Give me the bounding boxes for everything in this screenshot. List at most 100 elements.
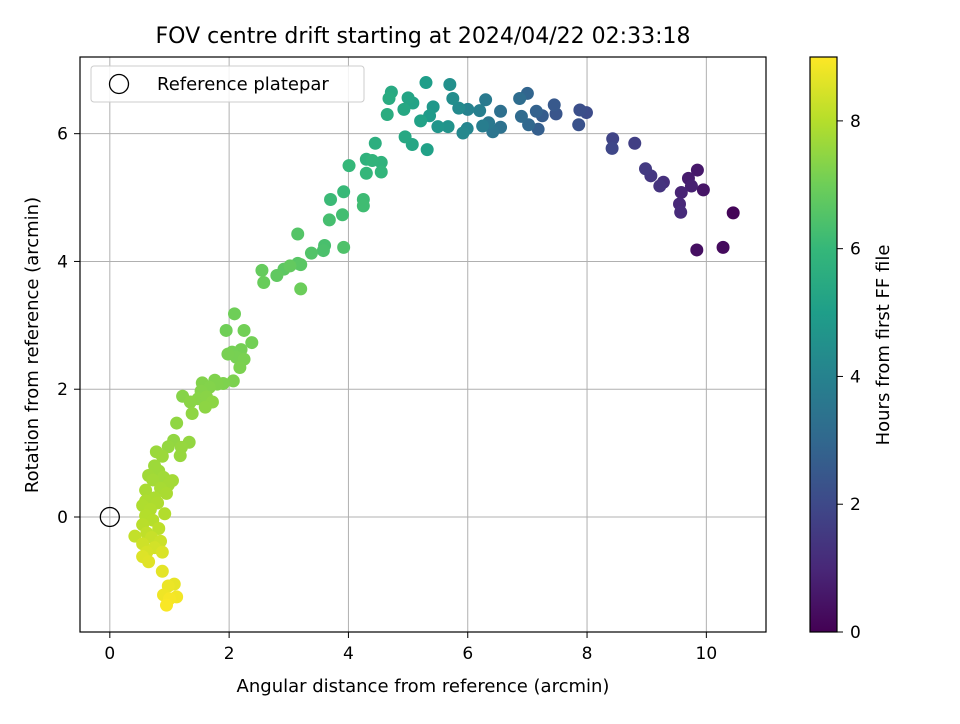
data-point (628, 136, 642, 150)
data-point (382, 92, 396, 106)
data-point (322, 213, 336, 227)
data-point (304, 246, 318, 260)
data-point (257, 276, 271, 290)
data-point (696, 183, 710, 197)
data-point (337, 240, 351, 254)
data-point (233, 361, 247, 374)
data-point (414, 114, 428, 128)
data-point (573, 103, 587, 117)
y-tick-label: 4 (57, 252, 68, 272)
colorbar-tick-label: 0 (850, 623, 861, 643)
data-point (726, 206, 740, 220)
grid-lines (80, 57, 766, 632)
legend-marker-icon (108, 73, 130, 95)
data-point (547, 98, 561, 112)
y-tick-label: 0 (57, 508, 68, 528)
data-point (237, 323, 251, 337)
data-point (368, 136, 382, 150)
data-point (342, 159, 356, 173)
data-point (221, 347, 235, 361)
data-point (159, 598, 173, 612)
x-tick-label: 8 (582, 644, 593, 664)
data-point (494, 104, 508, 118)
data-point (161, 440, 175, 454)
chart-title: FOV centre drift starting at 2024/04/22 … (156, 24, 691, 49)
plot-frame (79, 56, 767, 633)
data-point (420, 143, 434, 157)
data-point (674, 185, 688, 199)
data-point (513, 92, 527, 106)
data-point (185, 407, 199, 420)
data-point (514, 109, 528, 123)
data-point (255, 263, 269, 277)
data-point (142, 555, 156, 569)
data-point (359, 166, 373, 180)
x-axis-label: Angular distance from reference (arcmin) (237, 676, 610, 697)
reference-marker-layer (99, 506, 120, 528)
data-point (155, 545, 169, 559)
data-point (398, 130, 412, 144)
x-tick-label: 2 (224, 644, 235, 664)
y-axis-label: Rotation from reference (arcmin) (22, 197, 43, 493)
data-point (226, 374, 240, 388)
legend: Reference platepar (90, 65, 365, 103)
data-point (170, 416, 184, 430)
colorbar-tick-label: 4 (850, 367, 861, 387)
data-point (446, 92, 460, 106)
data-point (476, 119, 490, 133)
data-point (245, 336, 259, 350)
data-point (456, 126, 470, 140)
colorbar-frame (809, 56, 838, 633)
data-point (337, 185, 351, 199)
data-point (639, 162, 653, 176)
data-point (294, 282, 308, 296)
data-point (365, 154, 379, 167)
y-axis-ticks: 0 2 4 6 (57, 125, 80, 528)
x-tick-label: 6 (462, 644, 473, 664)
y-tick-label: 6 (57, 125, 68, 145)
data-point (606, 132, 620, 146)
data-point (316, 244, 330, 258)
colorbar-tick-label: 6 (850, 240, 861, 260)
colorbar-ticks: 0 2 4 6 8 (837, 112, 861, 643)
data-point (198, 400, 212, 414)
colorbar-tick-label: 8 (850, 112, 861, 132)
data-point (227, 307, 241, 321)
data-point (419, 76, 433, 90)
data-point (139, 483, 153, 497)
data-point (653, 179, 667, 193)
data-point (479, 93, 493, 107)
data-point (335, 208, 349, 222)
data-point (690, 163, 704, 177)
data-point (380, 108, 394, 121)
colorbar-gradient (810, 57, 837, 632)
data-point (572, 118, 586, 132)
data-point (152, 522, 166, 535)
data-point (183, 395, 197, 409)
data-point (158, 507, 172, 521)
data-point (605, 141, 619, 155)
data-point (397, 102, 411, 116)
data-point (716, 240, 730, 254)
x-tick-label: 0 (104, 644, 115, 664)
colorbar-label: Hours from first FF file (873, 245, 894, 446)
x-tick-label: 4 (343, 644, 354, 664)
y-tick-label: 2 (57, 380, 68, 400)
data-point (356, 199, 370, 213)
data-point (684, 179, 698, 193)
colorbar: 0 2 4 6 8 Hours from first FF file (809, 56, 894, 643)
data-point (324, 192, 338, 206)
data-point (159, 486, 173, 500)
x-axis-ticks: 0 2 4 6 8 10 (104, 632, 717, 664)
data-point (529, 104, 543, 118)
data-point (443, 77, 457, 91)
colorbar-tick-label: 2 (850, 495, 861, 515)
data-point (155, 449, 169, 463)
data-point (173, 449, 187, 463)
data-point (374, 165, 388, 179)
data-point (452, 101, 466, 115)
x-tick-label: 10 (696, 644, 718, 664)
data-point (473, 104, 487, 118)
data-point (270, 269, 284, 282)
